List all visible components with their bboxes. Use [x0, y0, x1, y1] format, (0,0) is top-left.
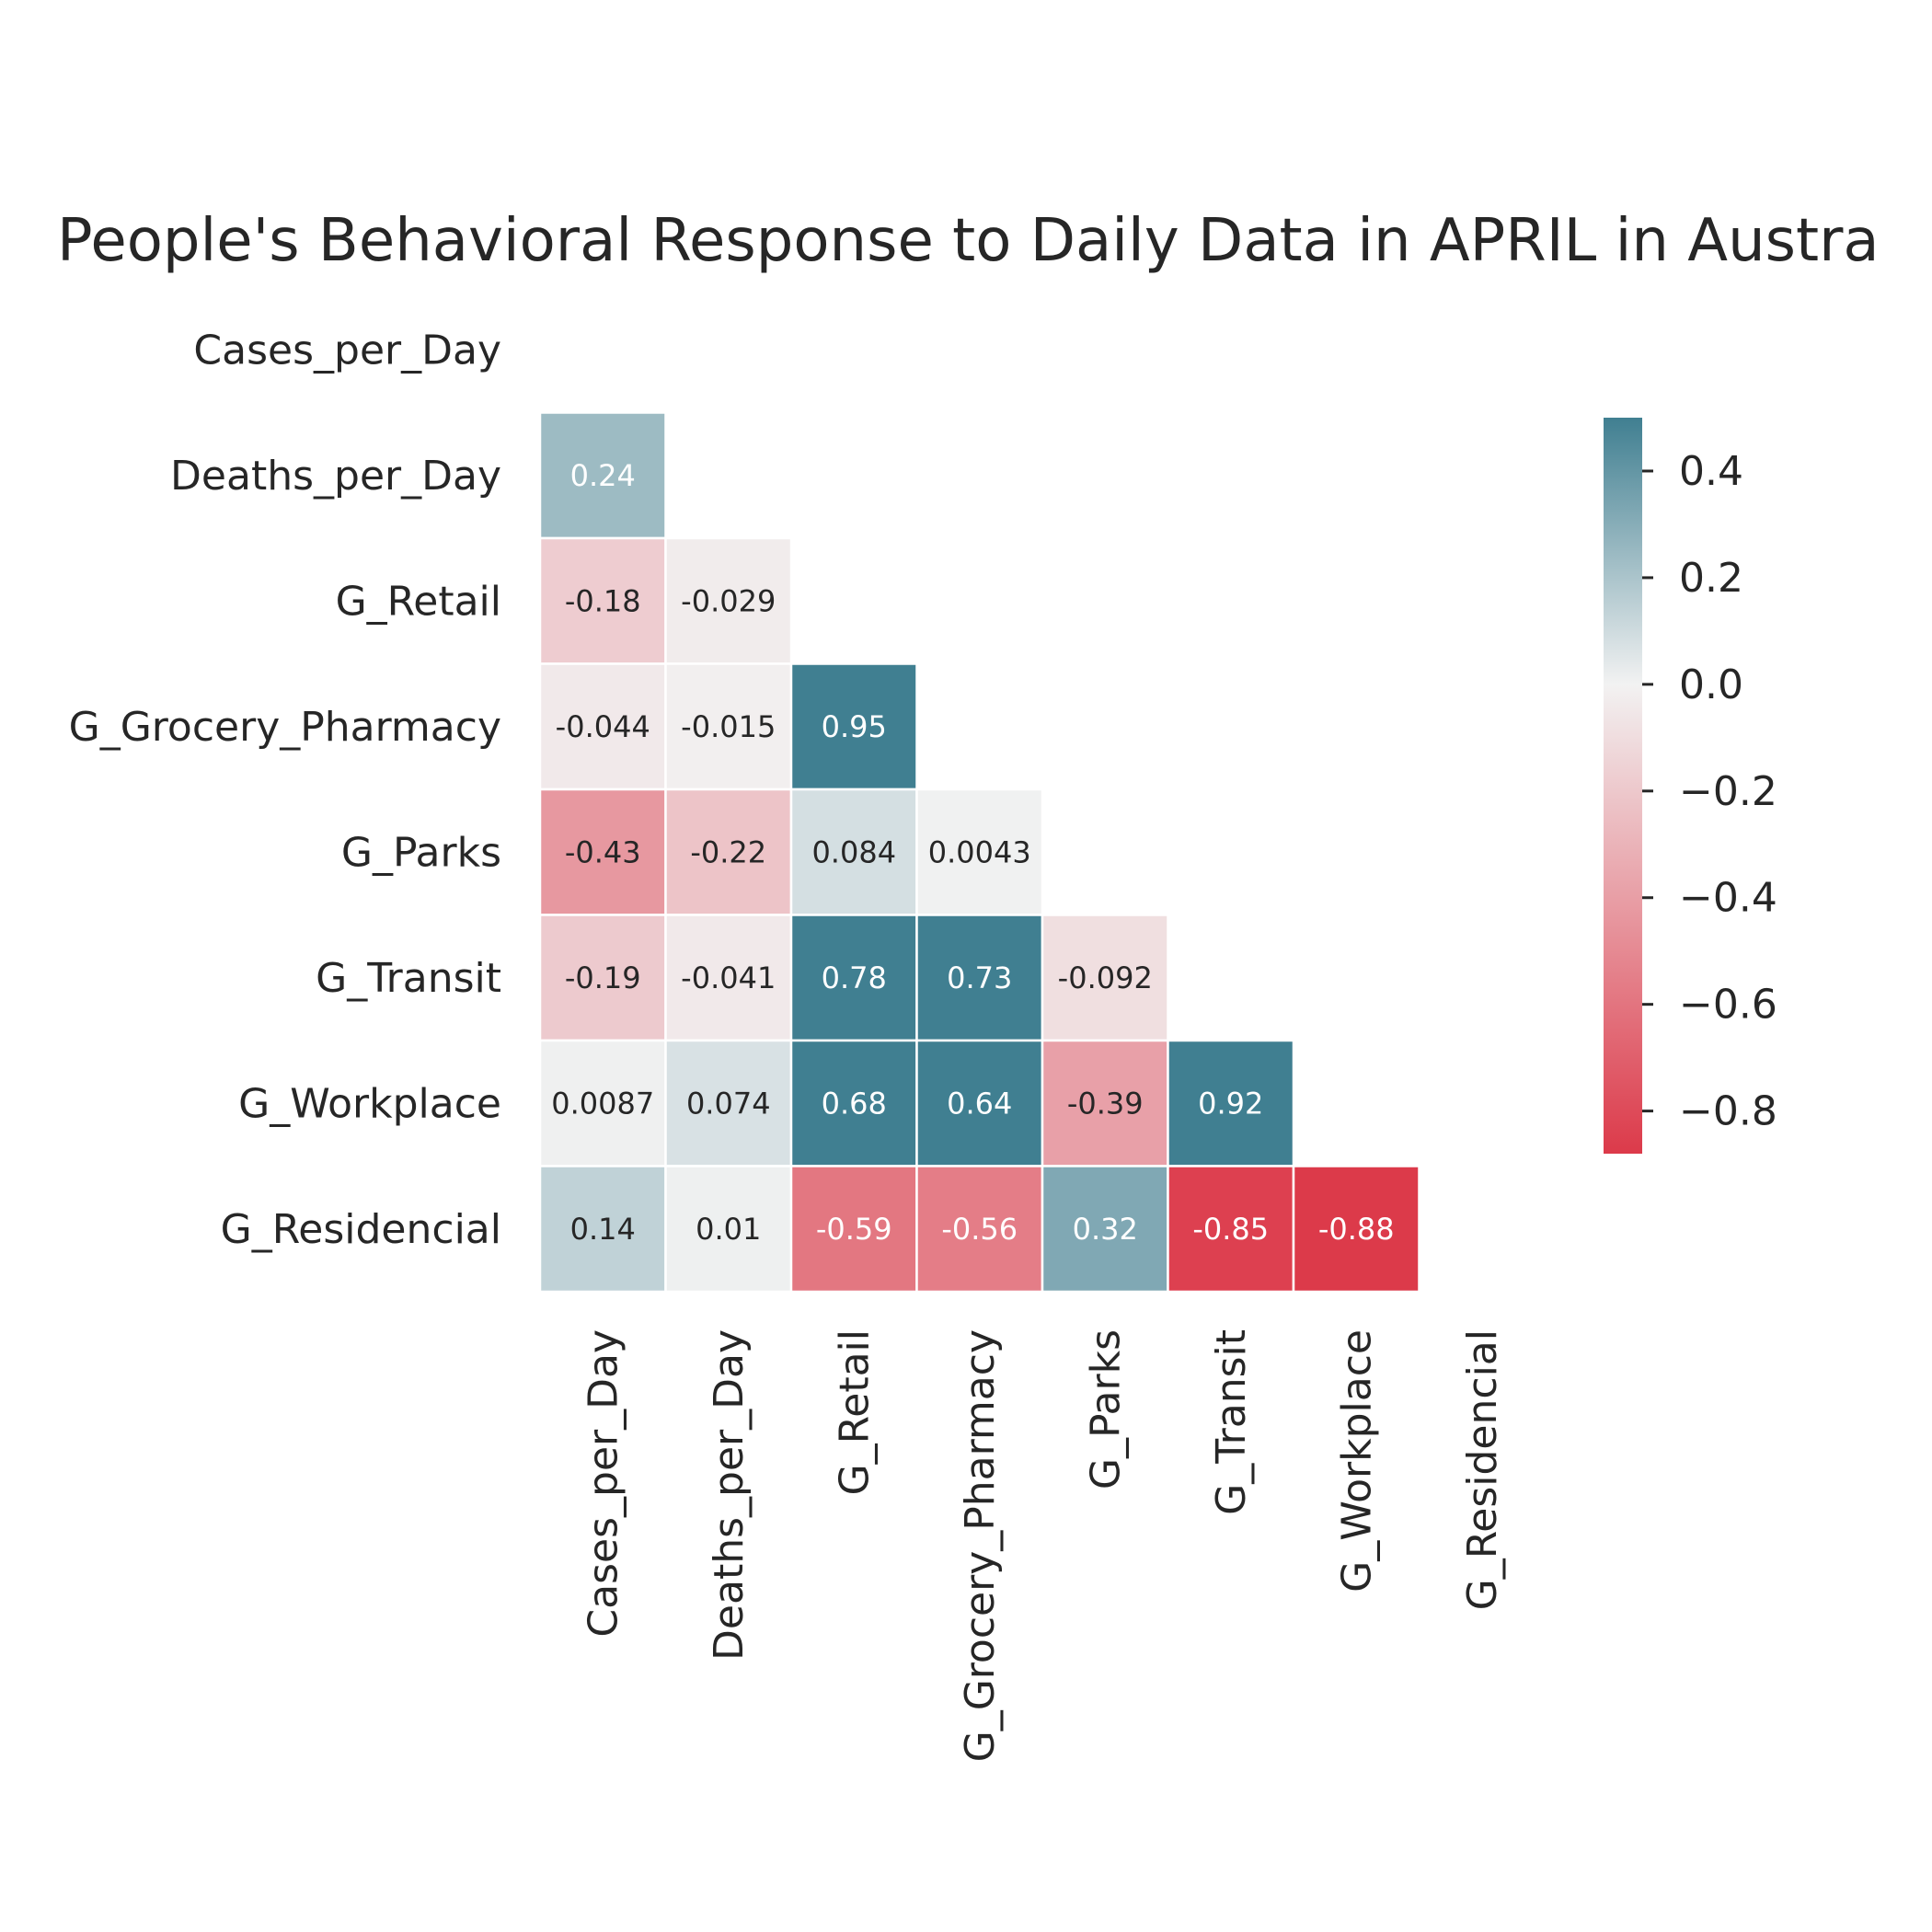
cell-value-label: -0.19: [565, 960, 641, 995]
colorbar-tick-label: 0.2: [1679, 555, 1743, 602]
heatmap-cell-g-parks-g-grocery-pharmacy: [915, 788, 1044, 916]
heatmap-cell-g-workplace-g-transit: [1167, 1039, 1295, 1167]
cell-value-label: 0.73: [947, 960, 1012, 995]
cell-value-label: 0.24: [570, 458, 636, 493]
heatmap-cell-g-residencial-g-transit: [1167, 1165, 1295, 1294]
cell-value-label: -0.015: [681, 709, 776, 744]
row-label-g-grocery-pharmacy: G_Grocery_Pharmacy: [69, 704, 501, 751]
row-label-g-residencial: G_Residencial: [221, 1206, 501, 1253]
heatmap-cell-g-residencial-cases-per-day: [538, 1165, 667, 1294]
row-label-g-retail: G_Retail: [336, 578, 501, 625]
column-label-g-residencial: G_Residencial: [1459, 1329, 1506, 1610]
heatmap-cells: 0.24 -0.18 -0.029 -0.044 -0.015 0.95 -0.43 -0.2…: [538, 411, 1420, 1294]
cell-value-label: 0.95: [822, 709, 887, 744]
heatmap-cell-g-workplace-cases-per-day: [538, 1039, 667, 1167]
heatmap-cell-g-transit-deaths-per-day: [664, 914, 793, 1042]
row-label-g-transit: G_Transit: [316, 955, 501, 1002]
heatmap-cell-g-workplace-deaths-per-day: [664, 1039, 793, 1167]
row-label-cases-per-day: Cases_per_Day: [193, 327, 501, 374]
row-label-g-workplace: G_Workplace: [238, 1080, 501, 1127]
cell-value-label: -0.56: [941, 1212, 1018, 1247]
heatmap-cell-g-parks-deaths-per-day: [664, 788, 793, 916]
colorbar-tick-label: −0.4: [1679, 875, 1777, 922]
heatmap-cell-g-grocery-pharmacy-g-retail: [789, 662, 918, 791]
heatmap-cell-g-retail-deaths-per-day: [664, 536, 793, 665]
heatmap-cell-g-workplace-g-retail: [789, 1039, 918, 1167]
cell-value-label: 0.64: [947, 1086, 1012, 1121]
cell-value-label: -0.39: [1067, 1086, 1144, 1121]
cell-value-label: 0.78: [822, 960, 887, 995]
heatmap-cell-g-workplace-g-grocery-pharmacy: [915, 1039, 1044, 1167]
colorbar-tick-label: −0.8: [1679, 1088, 1777, 1135]
cell-value-label: -0.092: [1058, 960, 1153, 995]
cell-value-label: 0.14: [570, 1212, 636, 1247]
column-label-g-transit: G_Transit: [1208, 1329, 1255, 1515]
cell-value-label: 0.084: [811, 834, 896, 869]
column-label-deaths-per-day: Deaths_per_Day: [706, 1329, 753, 1661]
heatmap-cell-g-residencial-g-workplace: [1292, 1165, 1420, 1294]
row-labels: Cases_per_Day Deaths_per_Day G_Retail G_Gro…: [69, 327, 501, 1253]
heatmap-cell-g-retail-cases-per-day: [538, 536, 667, 665]
heatmap-cell-g-residencial-deaths-per-day: [664, 1165, 793, 1294]
colorbar: 0.4 0.2 0.0 −0.2 −0.4 −0.6 −0.8: [1604, 418, 1777, 1154]
column-label-g-retail: G_Retail: [831, 1329, 878, 1495]
column-label-g-parks: G_Parks: [1082, 1329, 1129, 1489]
heatmap-cell-g-transit-g-grocery-pharmacy: [915, 914, 1044, 1042]
cell-value-label: -0.59: [816, 1212, 892, 1247]
column-labels: Cases_per_Day Deaths_per_Day G_Retail G_Gro…: [580, 1329, 1506, 1762]
colorbar-tick-label: 0.4: [1679, 448, 1743, 495]
cell-value-label: -0.029: [681, 583, 776, 618]
cell-value-label: -0.044: [556, 709, 650, 744]
colorbar-gradient: [1604, 418, 1642, 1154]
row-label-g-parks: G_Parks: [341, 829, 501, 876]
chart-title: People's Behavioral Response to Daily Da…: [57, 207, 1880, 275]
row-label-deaths-per-day: Deaths_per_Day: [170, 453, 501, 500]
cell-value-label: -0.85: [1192, 1212, 1269, 1247]
cell-value-label: 0.32: [1073, 1212, 1138, 1247]
cell-value-label: 0.0043: [928, 834, 1031, 869]
cell-value-label: -0.88: [1318, 1212, 1395, 1247]
cell-value-label: 0.074: [686, 1086, 771, 1121]
cell-value-label: -0.22: [690, 834, 766, 869]
column-label-g-workplace: G_Workplace: [1333, 1329, 1380, 1593]
heatmap-cell-deaths-per-day-cases-per-day: [538, 411, 667, 540]
cell-value-label: -0.43: [565, 834, 641, 869]
cell-value-label: 0.0087: [551, 1086, 654, 1121]
cell-value-label: 0.01: [696, 1212, 761, 1247]
cell-value-label: -0.041: [681, 960, 776, 995]
cell-value-label: 0.68: [822, 1086, 887, 1121]
cell-value-label: -0.18: [565, 583, 641, 618]
colorbar-tick-label: 0.0: [1679, 661, 1743, 708]
heatmap-cell-g-residencial-g-grocery-pharmacy: [915, 1165, 1044, 1294]
heatmap-cell-g-workplace-g-parks: [1041, 1039, 1169, 1167]
colorbar-tick-label: −0.6: [1679, 982, 1777, 1029]
cell-value-label: 0.92: [1198, 1086, 1263, 1121]
column-label-cases-per-day: Cases_per_Day: [580, 1329, 627, 1638]
column-label-g-grocery-pharmacy: G_Grocery_Pharmacy: [957, 1329, 1004, 1762]
colorbar-tick-label: −0.2: [1679, 768, 1777, 815]
